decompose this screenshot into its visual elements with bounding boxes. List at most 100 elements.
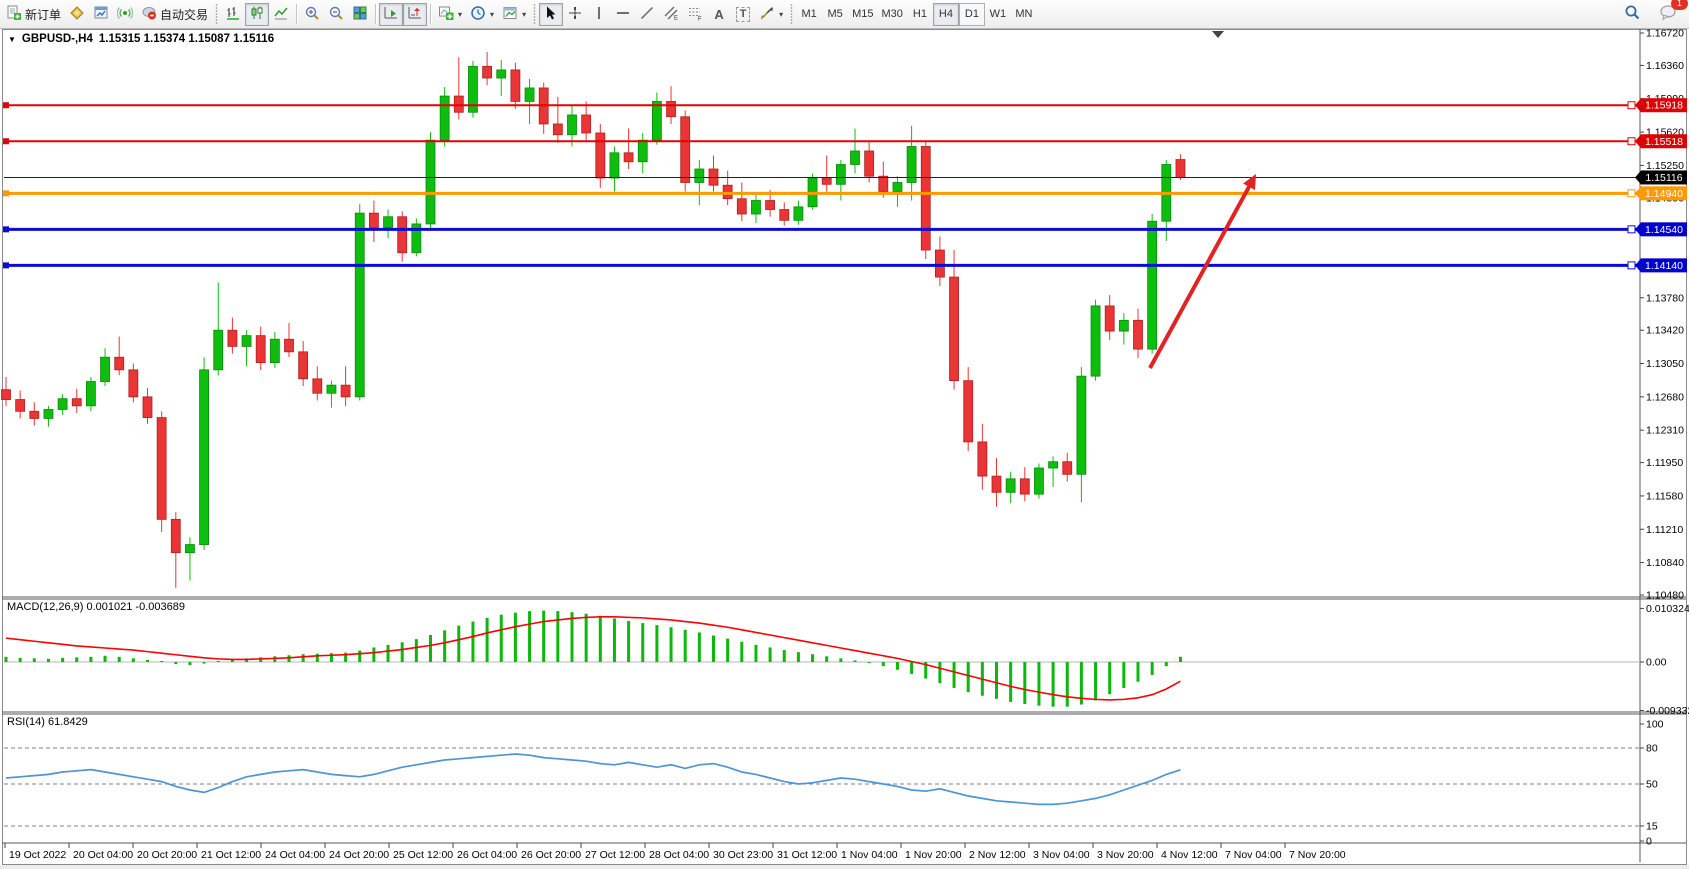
auto-scroll-button[interactable] bbox=[379, 2, 404, 26]
candle-body bbox=[1118, 319, 1129, 332]
candle-body bbox=[680, 116, 691, 183]
auto-trading-icon bbox=[141, 5, 157, 24]
candle-body bbox=[86, 381, 96, 407]
candle-body bbox=[1147, 220, 1158, 350]
line-handle[interactable] bbox=[3, 226, 9, 233]
candle-body bbox=[850, 150, 860, 165]
timeframe-h4-button[interactable]: H4 bbox=[932, 2, 959, 26]
trend-arrow-line[interactable] bbox=[1148, 181, 1253, 369]
line-chart-button[interactable] bbox=[269, 3, 293, 26]
timeframe-m15-button[interactable]: M15 bbox=[848, 3, 877, 26]
time-axis-label: 3 Nov 04:00 bbox=[1033, 849, 1090, 861]
cursor-tool-button[interactable] bbox=[539, 2, 564, 26]
arrows-tool-button[interactable]: ▾ bbox=[755, 3, 787, 26]
vertical-line-icon bbox=[591, 5, 607, 24]
bar-chart-button[interactable] bbox=[221, 3, 245, 26]
timeframe-d1-button[interactable]: D1 bbox=[958, 2, 985, 26]
trendline-tool-button[interactable] bbox=[635, 3, 659, 26]
price-axis-label: 1.10480 bbox=[1646, 589, 1684, 601]
candle-body bbox=[57, 398, 68, 410]
symbol-period-label: GBPUSD-,H4 bbox=[21, 33, 93, 45]
timeframe-mn-button[interactable]: MN bbox=[1011, 3, 1037, 26]
dropdown-arrow-icon: ▾ bbox=[779, 9, 784, 19]
templates-button[interactable]: ▾ bbox=[498, 3, 530, 26]
candle-body bbox=[326, 384, 337, 394]
time-axis-label: 4 Nov 12:00 bbox=[1161, 849, 1218, 861]
toolbar: 新订单 自动交易 bbox=[0, 0, 1689, 29]
line-handle[interactable] bbox=[1627, 225, 1636, 234]
profiles-button[interactable] bbox=[65, 3, 89, 26]
time-axis-label: 1 Nov 04:00 bbox=[841, 849, 898, 861]
candlestick-chart-button[interactable] bbox=[245, 2, 270, 26]
tile-windows-button[interactable] bbox=[348, 3, 372, 26]
time-axis-label: 3 Nov 20:00 bbox=[1097, 849, 1154, 861]
time-axis-label: 25 Oct 12:00 bbox=[393, 849, 453, 861]
periods-button[interactable]: ▾ bbox=[466, 3, 498, 26]
crosshair-tool-button[interactable] bbox=[563, 3, 587, 26]
vertical-line-tool-button[interactable] bbox=[587, 3, 611, 26]
auto-trading-button[interactable]: 自动交易 bbox=[137, 3, 212, 26]
line-handle[interactable] bbox=[3, 138, 9, 145]
candle-body bbox=[496, 69, 507, 79]
line-handle[interactable] bbox=[3, 262, 9, 269]
zoom-out-button[interactable] bbox=[324, 3, 348, 26]
timeframe-m5-button[interactable]: M5 bbox=[822, 3, 848, 26]
candle-body bbox=[411, 223, 422, 254]
fibonacci-tool-button[interactable]: F bbox=[683, 3, 707, 26]
toolbar-separator bbox=[375, 4, 377, 24]
candle-body bbox=[185, 544, 195, 554]
time-axis-label: 21 Oct 12:00 bbox=[201, 849, 261, 861]
candle-body bbox=[170, 518, 181, 554]
time-axis-label: 20 Oct 20:00 bbox=[137, 849, 197, 861]
label-tool-button[interactable]: T bbox=[731, 3, 755, 26]
line-handle[interactable] bbox=[1627, 137, 1636, 146]
signals-icon bbox=[116, 5, 134, 24]
line-handle[interactable] bbox=[1627, 189, 1636, 198]
search-icon bbox=[1624, 4, 1641, 24]
candle-body bbox=[892, 182, 903, 192]
line-handle[interactable] bbox=[3, 190, 9, 197]
chat-button[interactable] bbox=[1655, 3, 1681, 26]
signals-button[interactable] bbox=[113, 3, 137, 26]
text-tool-button[interactable]: A bbox=[707, 3, 731, 26]
price-flag-notch bbox=[1635, 186, 1641, 201]
search-button[interactable] bbox=[1620, 3, 1645, 26]
text-tool-icon: A bbox=[714, 6, 724, 22]
time-axis-label: 7 Nov 20:00 bbox=[1289, 849, 1346, 861]
channel-tool-button[interactable]: E bbox=[659, 3, 683, 26]
periods-clock-icon bbox=[470, 5, 486, 24]
notification-badge[interactable]: 1 bbox=[1671, 0, 1688, 10]
price-flag-label: 1.15116 bbox=[1645, 172, 1682, 184]
arrows-icon bbox=[759, 5, 775, 24]
time-axis-label: 24 Oct 04:00 bbox=[265, 849, 325, 861]
candle-body bbox=[949, 276, 959, 382]
timeframe-w1-button[interactable]: W1 bbox=[985, 3, 1011, 26]
zoom-in-button[interactable] bbox=[300, 3, 324, 26]
market-watch-button[interactable] bbox=[89, 3, 113, 26]
toolbar-grip bbox=[214, 4, 219, 24]
line-handle[interactable] bbox=[1627, 101, 1636, 110]
symbol-dropdown-icon[interactable]: ▼ bbox=[8, 34, 16, 44]
line-handle[interactable] bbox=[3, 102, 9, 109]
auto-trading-label: 自动交易 bbox=[160, 7, 209, 22]
channel-letter: E bbox=[674, 15, 678, 21]
candle-body bbox=[906, 146, 917, 183]
price-axis-label: 1.10840 bbox=[1646, 557, 1684, 569]
line-handle[interactable] bbox=[1627, 261, 1636, 270]
timeframe-m1-button[interactable]: M1 bbox=[796, 3, 822, 26]
timeframe-m30-button[interactable]: M30 bbox=[878, 3, 907, 26]
price-axis-label: 1.11210 bbox=[1646, 524, 1683, 536]
indicators-button[interactable]: ▾ bbox=[434, 3, 466, 26]
toolbar-separator bbox=[296, 4, 298, 24]
timeframe-h1-button[interactable]: H1 bbox=[907, 3, 933, 26]
new-order-button[interactable]: 新订单 bbox=[2, 3, 65, 26]
chart-shift-marker[interactable] bbox=[1212, 31, 1224, 38]
trend-arrow-head[interactable] bbox=[1243, 174, 1256, 190]
toolbar-grip bbox=[532, 4, 537, 24]
candle-body bbox=[779, 209, 790, 221]
price-axis-label: 1.11950 bbox=[1646, 457, 1683, 469]
horizontal-line-tool-button[interactable] bbox=[611, 3, 635, 26]
chart-shift-button[interactable] bbox=[403, 2, 428, 26]
candle-body bbox=[567, 114, 577, 136]
